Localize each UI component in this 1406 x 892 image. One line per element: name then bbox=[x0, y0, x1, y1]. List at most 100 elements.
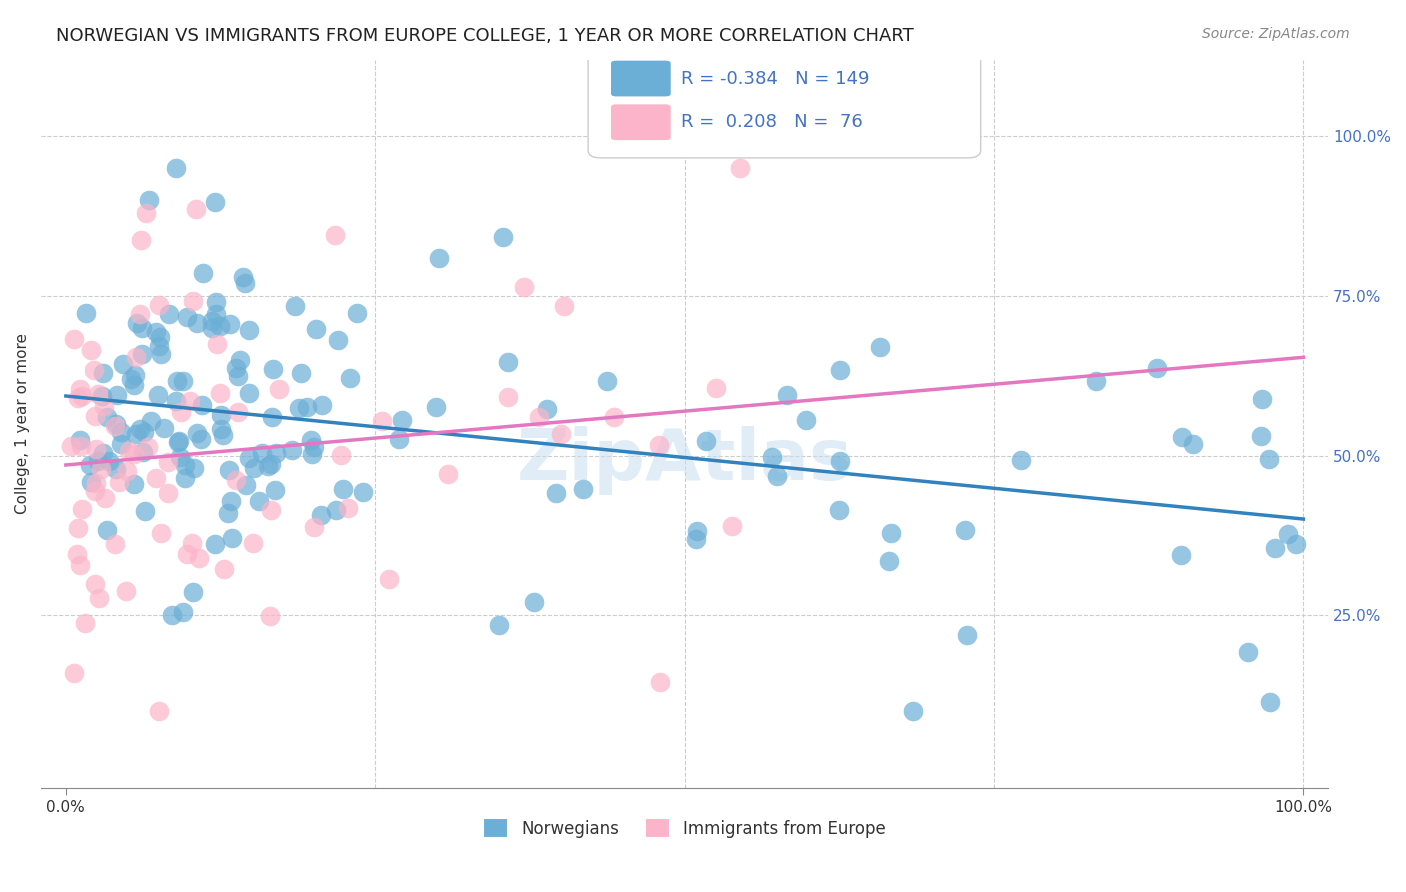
Point bbox=[70, 501, 93, 516]
Point bbox=[332, 482, 354, 496]
Point bbox=[148, 704, 170, 718]
Point bbox=[96, 409, 118, 424]
Point bbox=[339, 371, 361, 385]
Point bbox=[527, 410, 550, 425]
Point bbox=[238, 322, 260, 336]
Point bbox=[603, 410, 626, 425]
Point bbox=[124, 368, 146, 382]
Point bbox=[259, 457, 281, 471]
Text: R =  0.208   N =  76: R = 0.208 N = 76 bbox=[681, 113, 862, 131]
Point bbox=[553, 299, 575, 313]
Point bbox=[181, 535, 204, 549]
Point bbox=[232, 269, 254, 284]
Point bbox=[111, 357, 134, 371]
Point bbox=[183, 585, 205, 599]
Point bbox=[302, 440, 325, 454]
Point bbox=[242, 536, 264, 550]
Point bbox=[139, 414, 162, 428]
Point bbox=[491, 229, 513, 244]
Point bbox=[91, 446, 114, 460]
Point bbox=[233, 276, 256, 290]
Point bbox=[153, 421, 176, 435]
Point bbox=[1264, 541, 1286, 555]
Point bbox=[110, 425, 132, 439]
Point bbox=[165, 394, 187, 409]
Point bbox=[299, 434, 322, 448]
Point bbox=[67, 391, 90, 405]
Point bbox=[105, 388, 128, 402]
Point bbox=[523, 595, 546, 609]
Point bbox=[226, 405, 249, 419]
Point bbox=[869, 341, 891, 355]
Point bbox=[131, 321, 153, 335]
Point bbox=[120, 372, 142, 386]
Point bbox=[536, 401, 558, 416]
Point bbox=[284, 299, 307, 313]
Point bbox=[145, 325, 167, 339]
Point bbox=[208, 386, 231, 401]
Point bbox=[1085, 374, 1108, 388]
Text: ZipAtlas: ZipAtlas bbox=[516, 425, 852, 495]
Text: Source: ZipAtlas.com: Source: ZipAtlas.com bbox=[1202, 27, 1350, 41]
Point bbox=[127, 316, 149, 330]
Point bbox=[337, 500, 360, 515]
Point bbox=[301, 447, 323, 461]
Point bbox=[190, 432, 212, 446]
Point bbox=[188, 550, 211, 565]
Point bbox=[225, 473, 247, 487]
Point bbox=[704, 381, 727, 395]
Point bbox=[80, 343, 103, 357]
Point bbox=[118, 443, 141, 458]
Point bbox=[209, 422, 232, 436]
Point bbox=[84, 476, 107, 491]
Point bbox=[243, 461, 266, 475]
Point bbox=[1010, 453, 1032, 467]
Point bbox=[221, 531, 243, 545]
Point bbox=[212, 562, 235, 576]
Point bbox=[209, 409, 232, 423]
Point bbox=[160, 607, 183, 622]
Y-axis label: College, 1 year or more: College, 1 year or more bbox=[15, 334, 30, 514]
Point bbox=[647, 438, 669, 452]
Point bbox=[323, 228, 346, 243]
Point bbox=[191, 266, 214, 280]
Point bbox=[107, 475, 129, 490]
Point bbox=[425, 400, 447, 414]
Point bbox=[1258, 451, 1281, 466]
Point bbox=[766, 468, 789, 483]
Point bbox=[201, 321, 224, 335]
Point bbox=[129, 307, 152, 321]
Point bbox=[544, 486, 567, 500]
Point bbox=[176, 547, 198, 561]
Point bbox=[728, 161, 751, 176]
Point bbox=[181, 293, 204, 308]
Point bbox=[148, 298, 170, 312]
Point bbox=[93, 491, 115, 505]
Point bbox=[60, 439, 83, 453]
Point bbox=[1251, 392, 1274, 406]
Point bbox=[91, 389, 114, 403]
Point bbox=[879, 525, 901, 540]
Point bbox=[208, 319, 231, 334]
Point bbox=[264, 483, 287, 497]
Point bbox=[176, 310, 198, 325]
Point bbox=[721, 518, 744, 533]
Point bbox=[1277, 527, 1299, 541]
Point bbox=[66, 521, 89, 535]
Point bbox=[877, 553, 900, 567]
Point bbox=[256, 458, 278, 473]
Point bbox=[104, 418, 127, 433]
Point bbox=[204, 536, 226, 550]
Point bbox=[391, 413, 413, 427]
Point bbox=[437, 467, 460, 481]
FancyBboxPatch shape bbox=[610, 60, 672, 97]
Point bbox=[200, 314, 222, 328]
Point bbox=[1237, 645, 1260, 659]
Point bbox=[149, 347, 172, 361]
Point bbox=[309, 508, 332, 522]
Point bbox=[1171, 430, 1194, 444]
Point bbox=[166, 435, 188, 450]
Point bbox=[260, 503, 283, 517]
Point bbox=[172, 374, 194, 388]
Point bbox=[62, 666, 84, 681]
